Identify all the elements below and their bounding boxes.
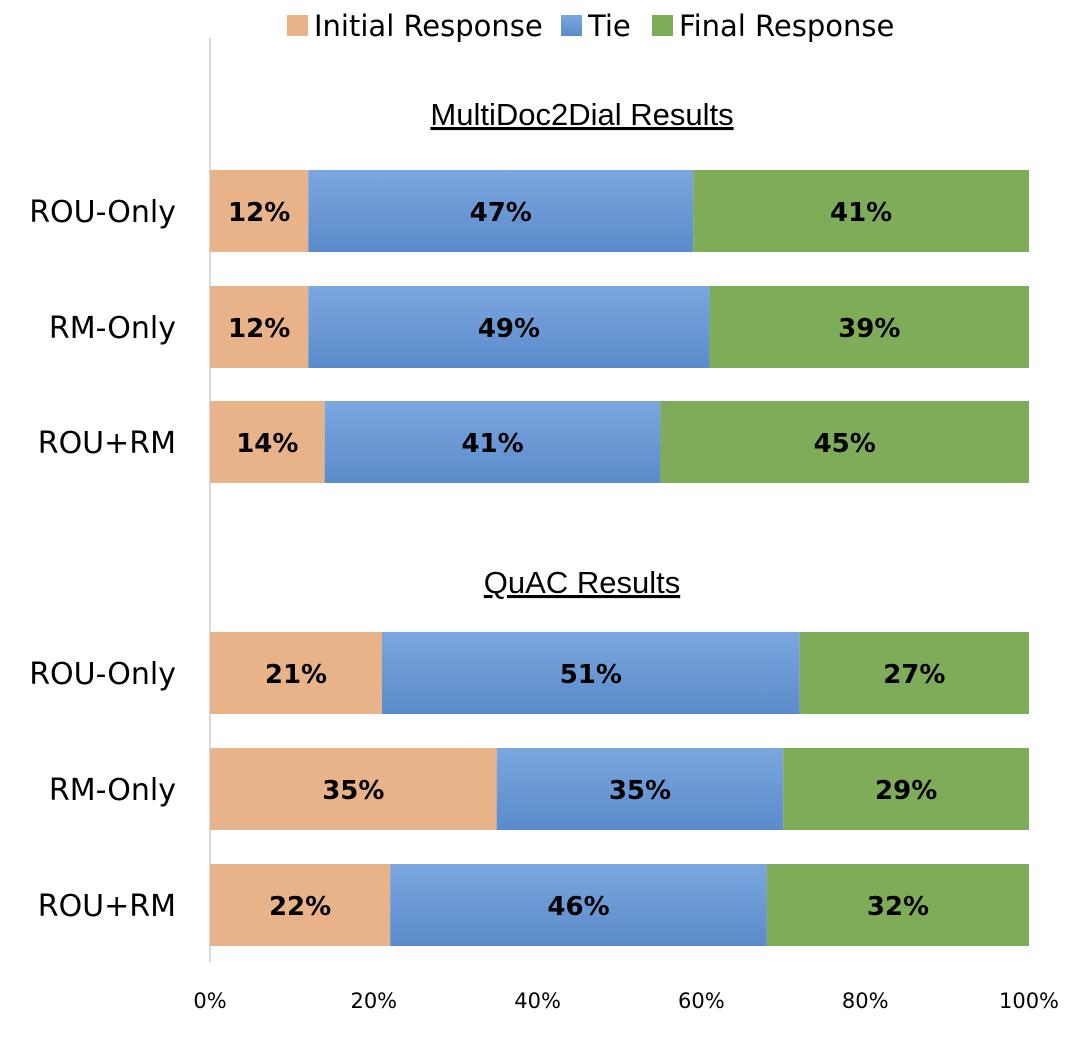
data-label-multidoc2dial-results-rou-only-tie: 47% — [470, 198, 532, 228]
data-label-quac-results-rou-rm-tie: 46% — [547, 892, 609, 922]
data-label-multidoc2dial-results-rm-only-tie: 49% — [478, 314, 540, 344]
data-label-multidoc2dial-results-rou-only-initial-response: 12% — [228, 198, 290, 228]
bar-quac-results-rou-rm-initial-response — [210, 864, 391, 946]
data-label-multidoc2dial-results-rm-only-final-response: 39% — [838, 314, 900, 344]
category-label-quac-results-rm-only: RM-Only — [49, 773, 176, 808]
x-tick-label-0-0: 0% — [193, 989, 226, 1013]
bar-quac-results-rm-only-final-response — [783, 748, 1029, 830]
data-label-quac-results-rm-only-final-response: 29% — [875, 776, 937, 806]
data-label-multidoc2dial-results-rou-rm-final-response: 45% — [814, 429, 876, 459]
data-label-quac-results-rou-only-final-response: 27% — [883, 660, 945, 690]
group-title-quac-results: QuAC Results — [484, 565, 680, 600]
category-label-quac-results-rou-rm: ROU+RM — [38, 889, 176, 924]
category-label-multidoc2dial-results-rou-only: ROU-Only — [29, 195, 176, 230]
x-tick-label-60-3: 60% — [678, 989, 725, 1013]
data-label-quac-results-rm-only-tie: 35% — [609, 776, 671, 806]
legend-swatch-final-response — [652, 15, 673, 36]
bar-quac-results-rou-only-tie — [381, 632, 800, 714]
data-label-quac-results-rou-rm-final-response: 32% — [867, 892, 929, 922]
bar-multidoc2dial-results-rou-rm-final-response — [660, 401, 1029, 483]
bar-multidoc2dial-results-rm-only-tie — [308, 286, 710, 368]
bar-quac-results-rou-rm-tie — [390, 864, 767, 946]
x-tick-label-40-2: 40% — [514, 989, 561, 1013]
data-label-multidoc2dial-results-rm-only-initial-response: 12% — [228, 314, 290, 344]
legend-label-tie: Tie — [587, 9, 631, 43]
x-tick-label-20-1: 20% — [350, 989, 397, 1013]
bar-quac-results-rm-only-tie — [496, 748, 784, 830]
legend-label-initial-response: Initial Response — [314, 9, 543, 43]
legend-label-final-response: Final Response — [679, 9, 894, 43]
bar-multidoc2dial-results-rm-only-initial-response — [210, 286, 309, 368]
data-label-quac-results-rm-only-initial-response: 35% — [322, 776, 384, 806]
category-label-multidoc2dial-results-rm-only: RM-Only — [49, 311, 176, 346]
bar-multidoc2dial-results-rou-rm-tie — [324, 401, 661, 483]
bar-quac-results-rou-rm-final-response — [766, 864, 1029, 946]
bar-multidoc2dial-results-rou-only-final-response — [693, 170, 1029, 252]
legend-swatch-initial-response — [287, 15, 308, 36]
data-label-quac-results-rou-rm-initial-response: 22% — [269, 892, 331, 922]
data-label-multidoc2dial-results-rou-rm-initial-response: 14% — [236, 429, 298, 459]
data-label-quac-results-rou-only-tie: 51% — [560, 660, 622, 690]
category-label-quac-results-rou-only: ROU-Only — [29, 657, 176, 692]
bar-multidoc2dial-results-rou-only-tie — [308, 170, 694, 252]
x-tick-label-100-5: 100% — [999, 989, 1059, 1013]
legend: Initial Response Tie Final Response — [287, 9, 894, 43]
plot-area: MultiDoc2Dial Results ROU-Only 12% 47% 41% RM… — [29, 97, 1029, 946]
bar-quac-results-rou-only-final-response — [799, 632, 1029, 714]
bar-quac-results-rm-only-initial-response — [210, 748, 497, 830]
x-tick-label-80-4: 80% — [842, 989, 889, 1013]
bar-multidoc2dial-results-rou-only-initial-response — [210, 170, 309, 252]
x-axis: 0% 20% 40% 60% 80% 100% — [193, 989, 1059, 1013]
data-label-quac-results-rou-only-initial-response: 21% — [265, 660, 327, 690]
data-label-multidoc2dial-results-rou-rm-tie: 41% — [461, 429, 523, 459]
category-label-multidoc2dial-results-rou-rm: ROU+RM — [38, 426, 176, 461]
bar-multidoc2dial-results-rou-rm-initial-response — [210, 401, 325, 483]
bar-quac-results-rou-only-initial-response — [210, 632, 382, 714]
legend-swatch-tie — [561, 15, 582, 36]
bar-multidoc2dial-results-rm-only-final-response — [709, 286, 1029, 368]
group-title-multidoc2dial-results: MultiDoc2Dial Results — [430, 97, 733, 132]
data-label-multidoc2dial-results-rou-only-final-response: 41% — [830, 198, 892, 228]
